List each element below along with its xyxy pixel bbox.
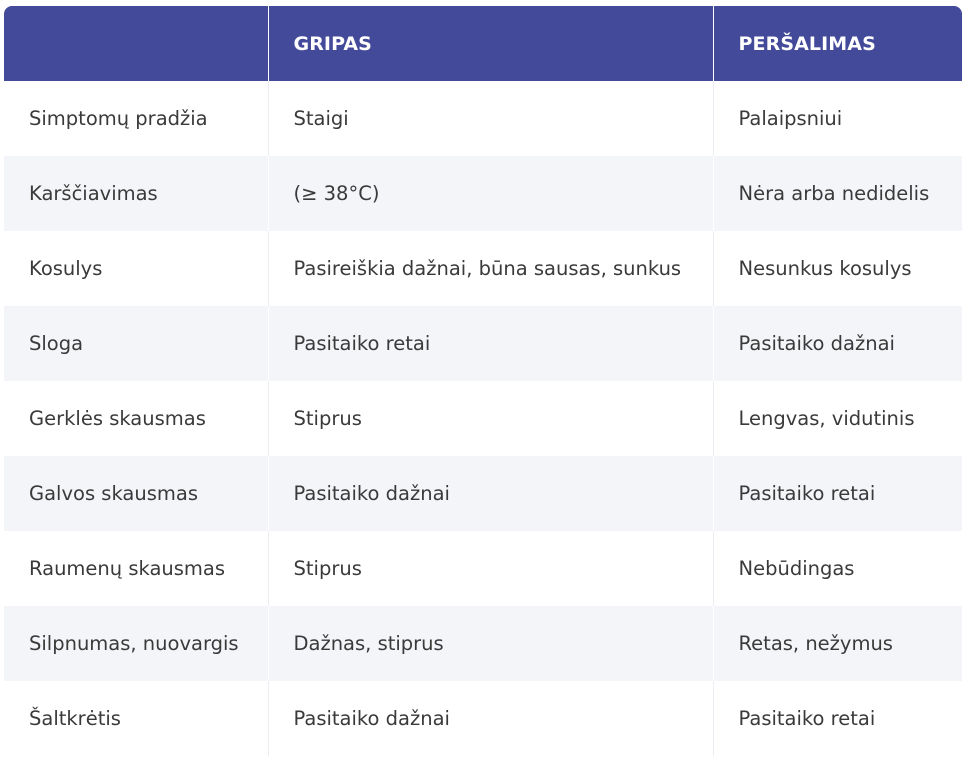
symptom-cell: Kosulys	[4, 231, 269, 306]
flu-cell: (≥ 38°C)	[268, 156, 714, 231]
table-row: Raumenų skausmas Stiprus Nebūdingas	[4, 531, 962, 606]
table-row: Gerklės skausmas Stiprus Lengvas, viduti…	[4, 381, 962, 456]
table-row: Sloga Pasitaiko retai Pasitaiko dažnai	[4, 306, 962, 381]
symptom-cell: Šaltkrėtis	[4, 681, 269, 756]
table-row: Karščiavimas (≥ 38°C) Nėra arba nedideli…	[4, 156, 962, 231]
symptom-cell: Gerklės skausmas	[4, 381, 269, 456]
symptom-cell: Sloga	[4, 306, 269, 381]
symptom-cell: Karščiavimas	[4, 156, 269, 231]
flu-cell: Pasitaiko dažnai	[268, 681, 714, 756]
symptom-cell: Silpnumas, nuovargis	[4, 606, 269, 681]
table-row: Silpnumas, nuovargis Dažnas, stiprus Ret…	[4, 606, 962, 681]
header-cell-flu: GRIPAS	[268, 6, 714, 81]
flu-vs-cold-table: GRIPAS PERŠALIMAS Simptomų pradžia Staig…	[4, 6, 962, 756]
cold-cell: Retas, nežymus	[713, 606, 962, 681]
symptom-cell: Raumenų skausmas	[4, 531, 269, 606]
flu-cell: Staigi	[268, 81, 714, 156]
flu-cell: Stiprus	[268, 531, 714, 606]
header-cell-symptom	[4, 6, 269, 81]
table-row: Simptomų pradžia Staigi Palaipsniui	[4, 81, 962, 156]
table-body: Simptomų pradžia Staigi Palaipsniui Karš…	[4, 81, 962, 756]
header-row: GRIPAS PERŠALIMAS	[4, 6, 962, 81]
cold-cell: Palaipsniui	[713, 81, 962, 156]
comparison-table-container: GRIPAS PERŠALIMAS Simptomų pradžia Staig…	[4, 6, 962, 756]
cold-cell: Pasitaiko retai	[713, 681, 962, 756]
cold-cell: Nebūdingas	[713, 531, 962, 606]
cold-cell: Nėra arba nedidelis	[713, 156, 962, 231]
flu-cell: Pasitaiko dažnai	[268, 456, 714, 531]
flu-cell: Dažnas, stiprus	[268, 606, 714, 681]
flu-cell: Stiprus	[268, 381, 714, 456]
header-cell-cold: PERŠALIMAS	[713, 6, 962, 81]
symptom-cell: Simptomų pradžia	[4, 81, 269, 156]
table-row: Šaltkrėtis Pasitaiko dažnai Pasitaiko re…	[4, 681, 962, 756]
cold-cell: Lengvas, vidutinis	[713, 381, 962, 456]
table-header: GRIPAS PERŠALIMAS	[4, 6, 962, 81]
table-row: Kosulys Pasireiškia dažnai, būna sausas,…	[4, 231, 962, 306]
table-row: Galvos skausmas Pasitaiko dažnai Pasitai…	[4, 456, 962, 531]
cold-cell: Pasitaiko retai	[713, 456, 962, 531]
cold-cell: Nesunkus kosulys	[713, 231, 962, 306]
cold-cell: Pasitaiko dažnai	[713, 306, 962, 381]
flu-cell: Pasireiškia dažnai, būna sausas, sunkus	[268, 231, 714, 306]
flu-cell: Pasitaiko retai	[268, 306, 714, 381]
symptom-cell: Galvos skausmas	[4, 456, 269, 531]
